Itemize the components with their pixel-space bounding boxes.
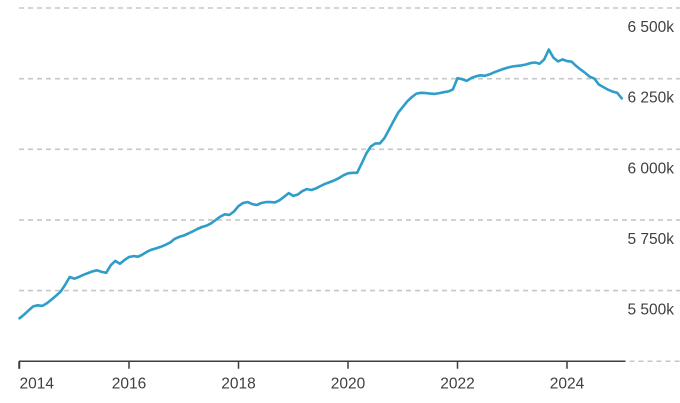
y-axis-labels: 6 500k 6 250k 6 000k 5 750k 5 500k (627, 19, 674, 319)
y-axis-label: 6 250k (627, 90, 674, 107)
x-axis-label: 2024 (550, 375, 585, 392)
y-axis-label: 6 000k (627, 160, 674, 177)
data-line[interactable] (18, 48, 624, 320)
x-axis-label: 2016 (112, 375, 146, 392)
x-axis-label: 2018 (221, 375, 255, 392)
y-axis-label: 6 500k (627, 19, 674, 36)
x-axis (18, 360, 680, 369)
x-axis-labels: 2014 2016 2018 2020 2022 2024 (20, 375, 585, 392)
y-axis-label: 5 500k (627, 302, 674, 319)
x-axis-label: 2014 (20, 375, 55, 392)
gridlines (19, 7, 680, 292)
x-axis-label: 2022 (440, 375, 474, 392)
x-axis-label: 2020 (331, 375, 366, 392)
y-axis-label: 5 750k (627, 231, 674, 248)
